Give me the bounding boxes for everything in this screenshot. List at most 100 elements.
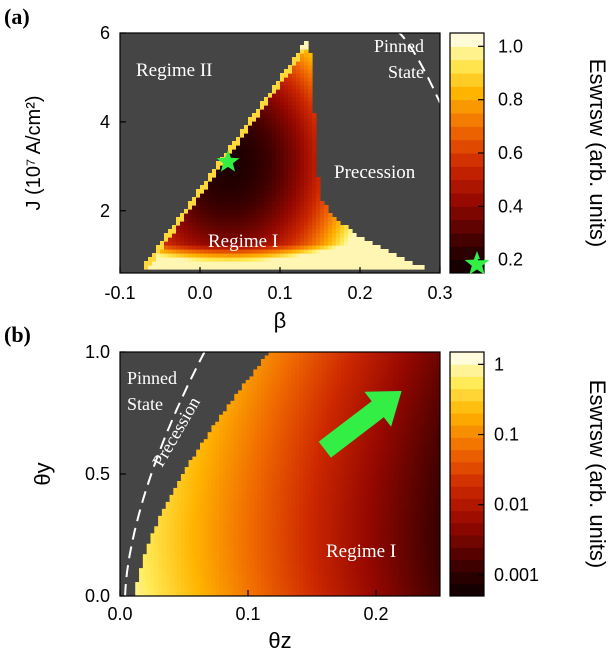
- heatmap-cell: [328, 237, 333, 242]
- heatmap-cell: [200, 589, 205, 594]
- heatmap-cell: [253, 484, 258, 489]
- heatmap-cell: [424, 578, 430, 583]
- heatmap-cell: [379, 575, 384, 580]
- heatmap-cell: [302, 442, 308, 447]
- panel-a-x-ticks: -0.1 0.0 0.1 0.2 0.3: [104, 267, 453, 303]
- heatmap-cell: [154, 575, 159, 580]
- heatmap-cell: [413, 508, 418, 513]
- heatmap-cell: [268, 261, 273, 266]
- heatmap-cell: [424, 536, 430, 541]
- heatmap-cell: [200, 564, 205, 569]
- heatmap-cell: [215, 543, 220, 548]
- heatmap-cell: [241, 460, 247, 465]
- heatmap-cell: [384, 265, 389, 270]
- heatmap-cell: [325, 557, 331, 562]
- heatmap-cell: [318, 536, 323, 541]
- heatmap-cell: [226, 487, 232, 493]
- heatmap-cell: [260, 568, 266, 573]
- heatmap-cell: [424, 589, 430, 594]
- heatmap-cell: [284, 221, 289, 226]
- heatmap-cell: [283, 533, 289, 538]
- heatmap-cell: [184, 585, 190, 590]
- heatmap-cell: [302, 529, 308, 534]
- heatmap-cell: [308, 261, 313, 266]
- heatmap-cell: [276, 428, 281, 433]
- heatmap-cell: [321, 536, 327, 541]
- heatmap-cell: [192, 575, 197, 580]
- heatmap-cell: [200, 241, 205, 246]
- heatmap-cell: [318, 435, 323, 440]
- heatmap-cell: [204, 209, 209, 214]
- heatmap-cell: [352, 575, 357, 580]
- heatmap-cell: [398, 522, 403, 527]
- heatmap-cell: [314, 564, 319, 569]
- heatmap-cell: [308, 237, 313, 242]
- heatmap-cell: [372, 265, 377, 270]
- heatmap-cell: [219, 505, 224, 510]
- heatmap-cell: [165, 533, 171, 538]
- heatmap-cell: [398, 456, 403, 461]
- heatmap-cell: [288, 185, 293, 190]
- heatmap-cell: [356, 512, 361, 517]
- heatmap-cell: [180, 245, 185, 250]
- heatmap-cell: [220, 197, 225, 202]
- heatmap-cell: [176, 265, 181, 270]
- heatmap-cell: [295, 460, 300, 465]
- heatmap-cell: [234, 491, 239, 496]
- heatmap-cell: [318, 589, 323, 594]
- heatmap-cell: [291, 568, 296, 573]
- heatmap-cell: [344, 512, 350, 517]
- heatmap-cell: [244, 261, 249, 266]
- heatmap-cell: [340, 494, 346, 499]
- heatmap-cell: [284, 125, 289, 130]
- heatmap-cell: [234, 442, 239, 447]
- heatmap-cell: [268, 225, 273, 230]
- heatmap-cell: [276, 480, 281, 486]
- heatmap-cell: [204, 245, 209, 250]
- heatmap-cell: [272, 173, 277, 178]
- heatmap-cell: [283, 529, 289, 534]
- heatmap-cell: [306, 533, 312, 538]
- heatmap-cell: [337, 477, 342, 482]
- heatmap-cell: [244, 193, 249, 198]
- heatmap-cell: [188, 233, 193, 238]
- heatmap-cell: [382, 470, 388, 475]
- heatmap-cell: [283, 585, 289, 590]
- heatmap-cell: [188, 540, 193, 545]
- heatmap-cell: [226, 477, 232, 482]
- heatmap-cell: [436, 522, 440, 527]
- heatmap-cell: [382, 550, 388, 555]
- heatmap-cell: [272, 428, 277, 433]
- heatmap-cell: [288, 137, 293, 142]
- heatmap-cell: [173, 550, 178, 555]
- heatmap-cell: [310, 519, 315, 524]
- heatmap-cell: [304, 65, 309, 70]
- heatmap-cell: [249, 428, 254, 433]
- heatmap-cell: [314, 505, 319, 510]
- heatmap-cell: [249, 498, 254, 503]
- colorbar-tick-label: 0.4: [498, 196, 523, 216]
- heatmap-cell: [180, 540, 186, 545]
- heatmap-cell: [400, 257, 405, 262]
- heatmap-cell: [394, 540, 399, 545]
- heatmap-cell: [257, 484, 262, 489]
- heatmap-cell: [398, 505, 403, 510]
- heatmap-cell: [320, 245, 325, 250]
- heatmap-cell: [344, 467, 350, 472]
- heatmap-cell: [398, 540, 403, 545]
- heatmap-cell: [394, 589, 399, 594]
- heatmap-cell: [288, 85, 293, 90]
- heatmap-cell: [260, 201, 265, 206]
- heatmap-cell: [413, 463, 418, 468]
- heatmap-cell: [371, 571, 376, 576]
- heatmap-cell: [156, 249, 161, 254]
- heatmap-cell: [337, 564, 342, 569]
- heatmap-cell: [332, 257, 337, 262]
- heatmap-cell: [310, 540, 315, 545]
- heatmap-cell: [280, 137, 285, 142]
- heatmap-cell: [238, 460, 243, 465]
- heatmap-cell: [220, 205, 225, 210]
- heatmap-cell: [292, 133, 297, 138]
- heatmap-cell: [325, 453, 331, 458]
- heatmap-cell: [428, 554, 433, 559]
